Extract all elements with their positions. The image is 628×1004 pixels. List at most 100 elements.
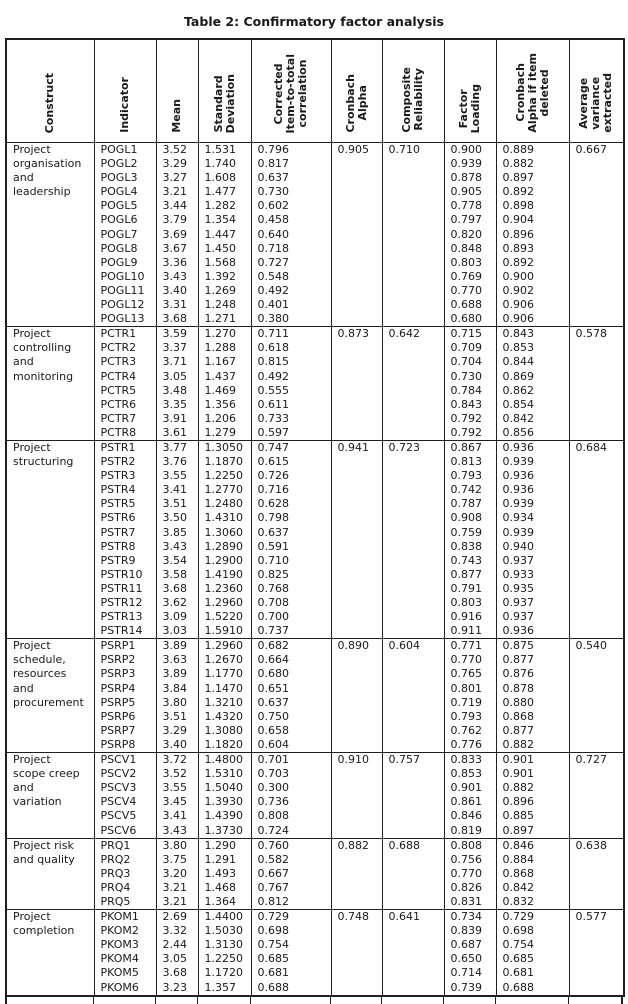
cell-mean: 3.59: [155, 326, 198, 342]
table-row: Project structuring PSTR1 3.77 1.3050 0.747 0.…: [5, 439, 624, 639]
cell-indicator: PKOM3: [93, 938, 156, 953]
column-header-corrected-item-to-total-correlation: Corrected Item-to-total correlation: [250, 39, 331, 143]
cell-cronbach-alpha-if-item-deleted: 0.934: [495, 511, 569, 526]
table-row: PSRP2 3.63 1.2670 0.664 0.770 0.877: [6, 653, 624, 668]
cell-cronbach-alpha-if-item-deleted: 0.940: [495, 539, 569, 554]
cell-standard-deviation: 1.4400: [197, 909, 251, 925]
cell-mean: 3.43: [155, 823, 198, 839]
cell-factor-loading: 0.878: [443, 171, 496, 186]
table-row: POGL13 3.68 1.271 0.380 0.680 0.906: [6, 312, 624, 327]
cell-indicator: POGL2: [93, 157, 156, 172]
cell-standard-deviation: 1.2480: [197, 497, 251, 512]
column-header-label: Composite Reliability: [400, 67, 425, 133]
construct-line: Project risk: [13, 838, 74, 852]
cell-corrected-item-total-correlation: 0.729: [250, 909, 331, 925]
cell-factor-loading: 0.784: [443, 383, 496, 398]
construct-line: completion: [13, 924, 75, 938]
cell-factor-loading: 0.803: [443, 596, 496, 611]
construct-line: Project: [13, 639, 51, 653]
cell-cronbach-alpha: 0.882: [330, 837, 382, 910]
cell-factor-loading: 0.770: [443, 653, 496, 668]
cell-cronbach-alpha-if-item-deleted: 0.729: [495, 909, 569, 925]
column-header-label: Indicator: [118, 77, 131, 133]
cell-corrected-item-total-correlation: 0.708: [250, 596, 331, 611]
table-row: PRQ5 3.21 1.364 0.812 0.831 0.832: [6, 894, 624, 910]
cell-mean: 3.77: [155, 439, 198, 456]
table-row: PSRP4 3.84 1.1470 0.651 0.801 0.878: [6, 681, 624, 696]
cell-mean: 3.29: [155, 723, 198, 738]
cell-standard-deviation: 1.447: [197, 227, 251, 242]
table-row: Project controlling and monitoring PCTR1 3.59…: [5, 326, 624, 441]
cell-corrected-item-total-correlation: 0.667: [250, 866, 331, 881]
cell-indicator: POGL5: [93, 199, 156, 214]
cell-factor-loading: 0.770: [443, 866, 496, 881]
cell-standard-deviation: 1.290: [197, 837, 251, 853]
cell-cronbach-alpha-if-item-deleted: 0.896: [495, 227, 569, 242]
cell-factor-loading: 0.756: [443, 852, 496, 867]
column-header-construct: Construct: [5, 39, 94, 143]
cell-standard-deviation: 1.5030: [197, 924, 251, 939]
cell-mean: 3.63: [155, 653, 198, 668]
cell-indicator: PCTR2: [93, 341, 156, 356]
cell-cronbach-alpha: 0.873: [330, 326, 382, 441]
cell-mean: 3.76: [155, 455, 198, 470]
cell-mean: 3.75: [155, 852, 198, 867]
cell-corrected-item-total-correlation: 0.710: [250, 553, 331, 568]
cell-factor-loading: 0.901: [443, 781, 496, 796]
cell-standard-deviation: 1.3050: [197, 439, 251, 456]
cell-standard-deviation: 1.271: [197, 312, 251, 327]
cell-indicator: PSTR6: [93, 511, 156, 526]
table-row: Project scope creep and variation PSCV1 3.72 1…: [5, 752, 624, 839]
table-row: PSTR13 3.09 1.5220 0.700 0.916 0.937: [6, 610, 624, 625]
table-row: PCTR5 3.48 1.469 0.555 0.784 0.862: [6, 383, 624, 398]
cell-cronbach-alpha-if-item-deleted: 0.933: [495, 567, 569, 582]
cell-cronbach-alpha: 0.941: [330, 439, 382, 639]
cell-cronbach-alpha-if-item-deleted: 0.844: [495, 355, 569, 370]
construct-line: Project: [13, 440, 51, 454]
cell-indicator: PSCV5: [93, 809, 156, 824]
cell-corrected-item-total-correlation: 0.727: [250, 255, 331, 270]
cell-mean: 3.68: [155, 966, 198, 981]
cell-corrected-item-total-correlation: 0.817: [250, 157, 331, 172]
cell-standard-deviation: 1.2900: [197, 553, 251, 568]
cell-cronbach-alpha-if-item-deleted: 0.856: [495, 425, 569, 441]
cell-cronbach-alpha-if-item-deleted: 0.862: [495, 383, 569, 398]
cell-indicator: PSRP6: [93, 709, 156, 724]
cell-corrected-item-total-correlation: 0.703: [250, 767, 331, 782]
cell-corrected-item-total-correlation: 0.637: [250, 695, 331, 710]
cell-corrected-item-total-correlation: 0.458: [250, 213, 331, 228]
cell-mean: 3.29: [155, 157, 198, 172]
table-body: Project organisation and leadership POGL1 3.5…: [5, 141, 624, 996]
cell-indicator: PSRP2: [93, 653, 156, 668]
cell-standard-deviation: 1.1470: [197, 681, 251, 696]
cell-factor-loading: 0.687: [443, 938, 496, 953]
cell-cronbach-alpha-if-item-deleted: 0.936: [495, 469, 569, 484]
cell-indicator: PSCV2: [93, 767, 156, 782]
cell-cronbach-alpha-if-item-deleted: 0.868: [495, 709, 569, 724]
cell-standard-deviation: 1.2960: [197, 596, 251, 611]
table-row: PSRP8 3.40 1.1820 0.604 0.776 0.882: [6, 737, 624, 753]
cell-indicator: POGL3: [93, 171, 156, 186]
cell-factor-loading: 0.908: [443, 511, 496, 526]
cell-indicator: PSTR12: [93, 596, 156, 611]
cell-factor-loading: 0.734: [443, 909, 496, 925]
column-border-stub: [330, 996, 381, 1004]
cell-corrected-item-total-correlation: 0.555: [250, 383, 331, 398]
cell-construct: Project scope creep and variation: [5, 752, 94, 839]
table-row: POGL8 3.67 1.450 0.718 0.848 0.893: [6, 241, 624, 256]
table-row: PRQ2 3.75 1.291 0.582 0.756 0.884: [6, 852, 624, 867]
cell-corrected-item-total-correlation: 0.825: [250, 567, 331, 582]
cell-indicator: PSTR10: [93, 567, 156, 582]
column-header-standard-deviation: Standard Deviation: [197, 39, 251, 143]
column-header-label: Average variance extracted: [577, 73, 615, 133]
cell-indicator: PSCV3: [93, 781, 156, 796]
cell-standard-deviation: 1.5310: [197, 767, 251, 782]
cell-factor-loading: 0.769: [443, 269, 496, 284]
cell-corrected-item-total-correlation: 0.768: [250, 581, 331, 596]
cell-mean: 3.05: [155, 369, 198, 384]
cell-corrected-item-total-correlation: 0.736: [250, 795, 331, 810]
cell-corrected-item-total-correlation: 0.812: [250, 894, 331, 910]
column-border-stub: [155, 996, 197, 1004]
cell-cronbach-alpha-if-item-deleted: 0.878: [495, 681, 569, 696]
cell-factor-loading: 0.911: [443, 624, 496, 639]
